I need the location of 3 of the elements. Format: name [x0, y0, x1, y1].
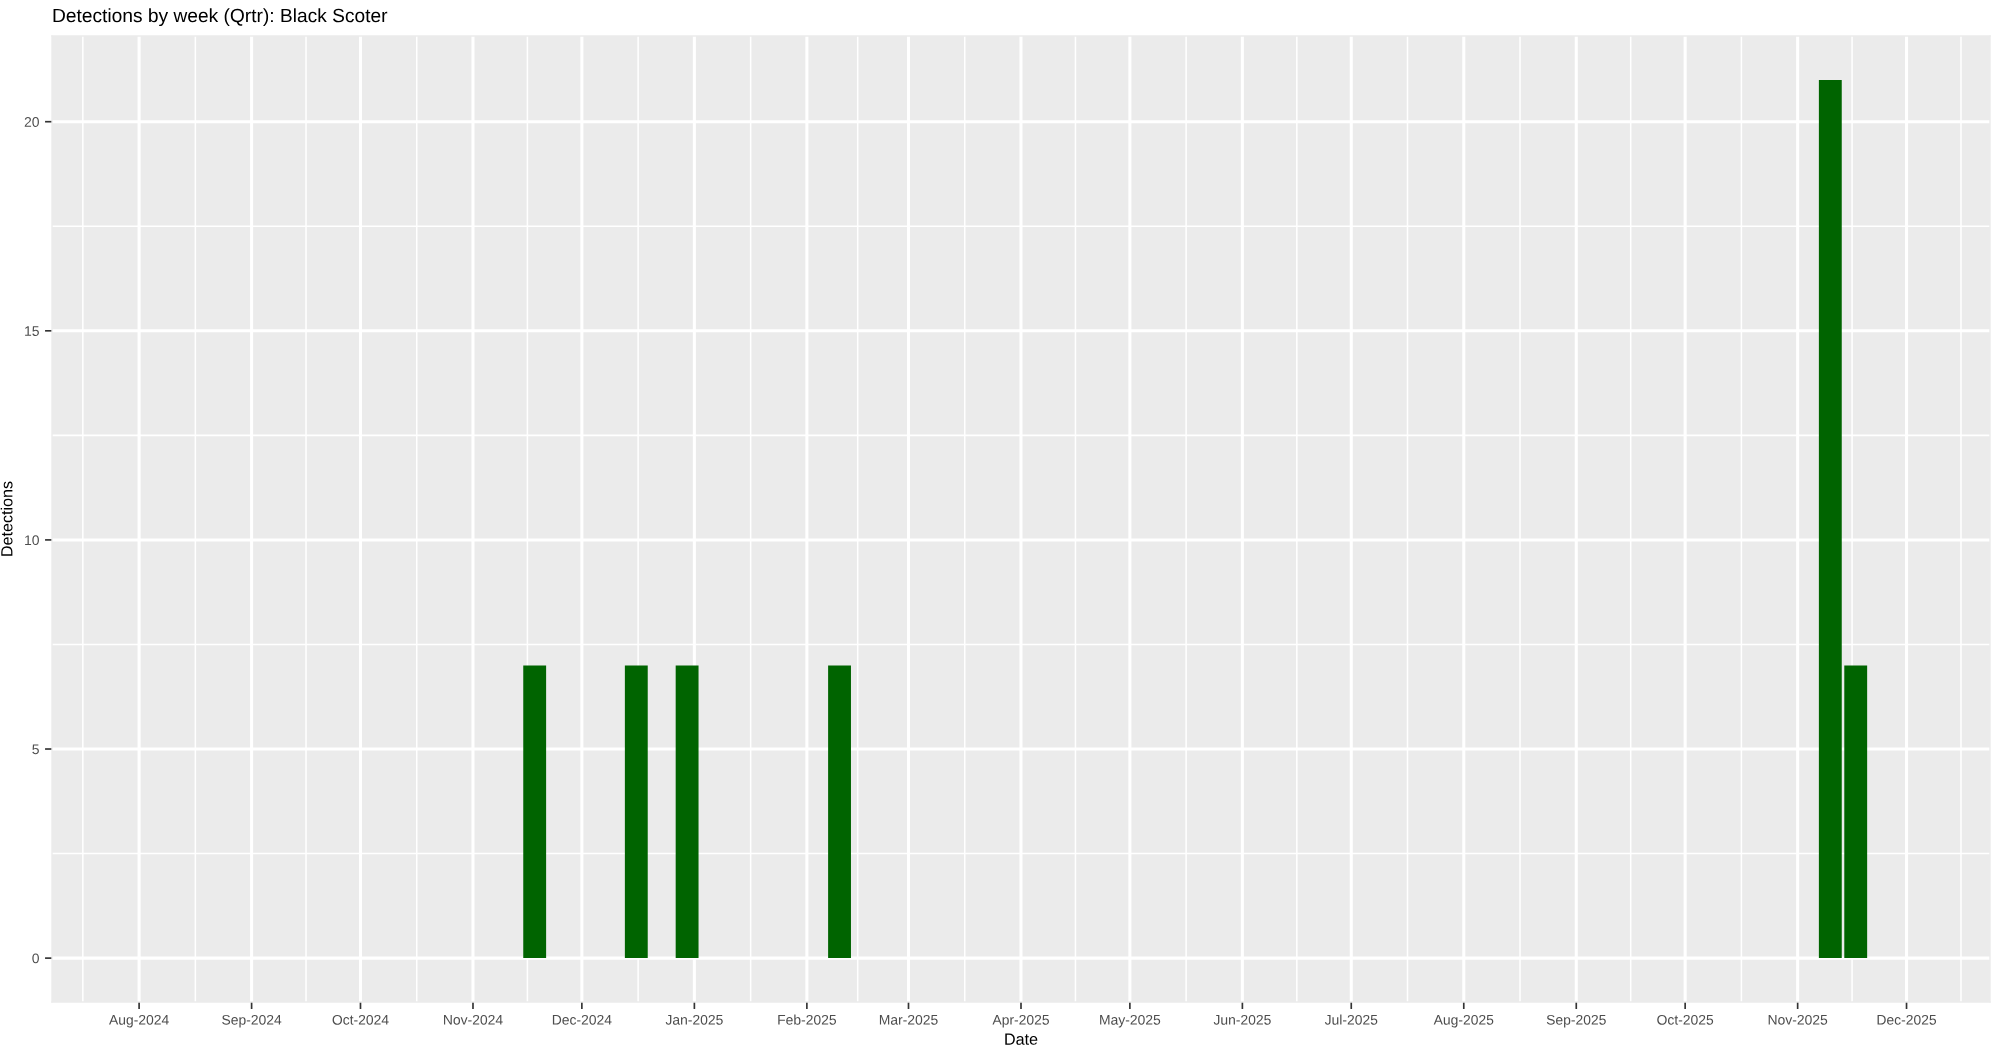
- chart-title: Detections by week (Qrtr): Black Scoter: [53, 8, 388, 27]
- x-axis-title: Date: [1005, 1033, 1038, 1045]
- y-axis-title: Detections: [0, 481, 13, 556]
